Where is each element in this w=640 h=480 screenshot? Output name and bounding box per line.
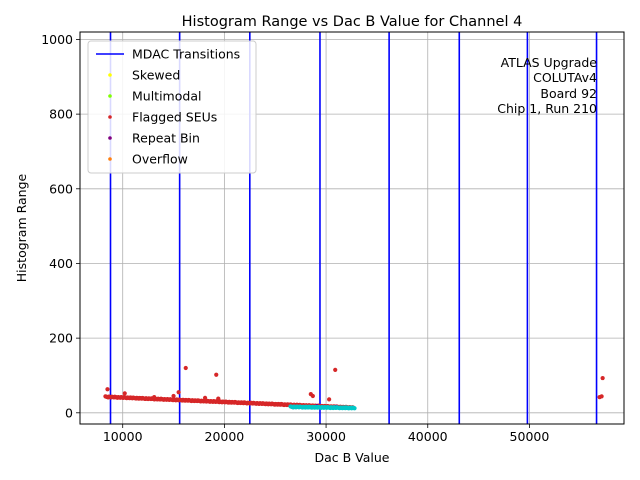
- flagged-seus-point: [176, 390, 181, 395]
- annotation-block: ATLAS Upgrade COLUTAv4 Board 92 Chip 1, …: [497, 55, 597, 116]
- flagged-seus-point: [327, 397, 332, 402]
- y-tick-label: 200: [49, 331, 73, 346]
- flagged-seus-point: [333, 367, 338, 372]
- legend-repeat-label: Repeat Bin: [132, 131, 200, 146]
- grid: [80, 32, 624, 424]
- x-tick-label: 40000: [408, 429, 448, 444]
- annotation-line-4: Chip 1, Run 210: [497, 101, 597, 116]
- annotation-line-1: ATLAS Upgrade: [501, 55, 598, 70]
- x-tick-label: 30000: [306, 429, 346, 444]
- x-axis-label: Dac B Value: [314, 450, 389, 465]
- flagged-seus-point: [216, 396, 221, 401]
- legend-skewed-swatch: [108, 73, 112, 77]
- legend-multimodal-label: Multimodal: [132, 89, 201, 104]
- flagged-seus-point: [310, 393, 315, 399]
- flagged-seus-point: [171, 393, 176, 399]
- legend: MDAC Transitions Skewed Multimodal Flagg…: [87, 40, 257, 174]
- y-tick-label: 0: [65, 405, 73, 420]
- y-tick-label: 1000: [41, 32, 73, 47]
- legend-repeat-swatch: [108, 136, 112, 140]
- flagged-seus-point: [122, 391, 127, 396]
- flagged-seus-point: [152, 395, 157, 400]
- legend-mdac-label: MDAC Transitions: [132, 47, 240, 62]
- y-tick-label: 800: [49, 107, 73, 122]
- series-6-point: [352, 406, 357, 411]
- chart-title: Histogram Range vs Dac B Value for Chann…: [182, 14, 523, 30]
- y-axis-label: Histogram Range: [14, 173, 29, 282]
- flagged-seus-point: [600, 375, 605, 381]
- plot-frame: [79, 31, 625, 425]
- y-tick-label: 600: [49, 181, 73, 196]
- x-tick-label: 10000: [103, 429, 143, 444]
- legend-flagged-label: Flagged SEUs: [132, 110, 217, 125]
- x-tick-label: 20000: [205, 429, 245, 444]
- data-points: [103, 365, 605, 411]
- flagged-seus-point: [214, 372, 219, 377]
- legend-flagged-swatch: [108, 115, 112, 119]
- y-tick-label: 400: [49, 256, 73, 271]
- annotation-line-3: Board 92: [540, 86, 597, 101]
- axis-ticks: 10000 20000 30000 40000 50000 0 200 400 600 800 10…: [41, 32, 549, 444]
- legend-overflow-label: Overflow: [132, 152, 188, 167]
- legend-box: [87, 40, 257, 174]
- flagged-seus-point: [105, 387, 110, 392]
- flagged-seus-point: [202, 395, 208, 400]
- legend-skewed-label: Skewed: [132, 68, 180, 83]
- legend-multimodal-swatch: [108, 94, 112, 98]
- flagged-seus-point: [599, 394, 604, 399]
- annotation-line-2: COLUTAv4: [533, 70, 597, 85]
- x-tick-label: 50000: [510, 429, 550, 444]
- flagged-seus-point: [183, 365, 188, 371]
- legend-overflow-swatch: [108, 157, 112, 161]
